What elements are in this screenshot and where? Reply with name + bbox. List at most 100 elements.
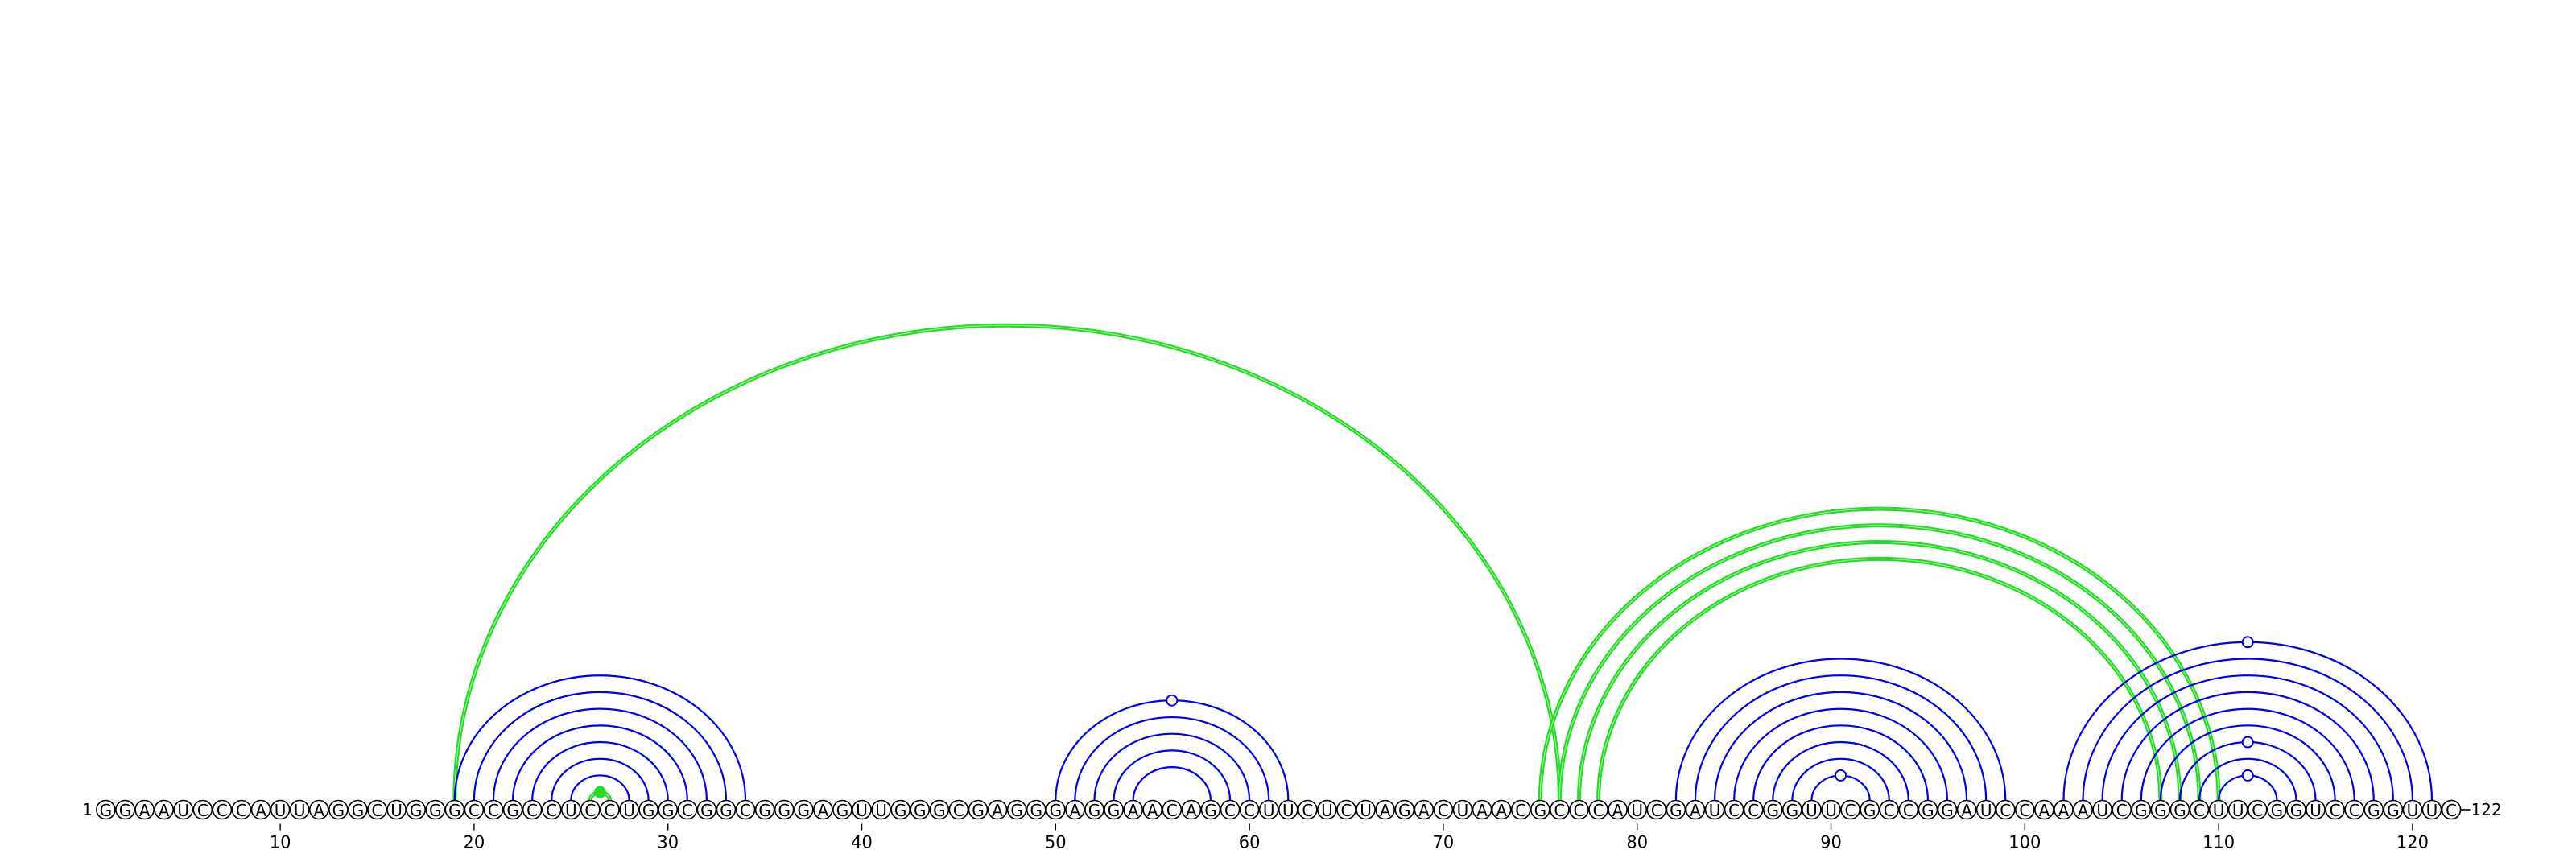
- nucleotide-circle: [1046, 799, 1066, 820]
- nucleotide: C: [1220, 799, 1241, 820]
- nucleotide-letter: C: [1728, 801, 1740, 820]
- nucleotide-letter: U: [390, 801, 402, 820]
- nucleotide: C: [2015, 799, 2035, 820]
- nucleotide: G: [115, 799, 135, 820]
- nucleotide: C: [1995, 799, 2016, 820]
- nucleotide: G: [1666, 799, 1686, 820]
- nucleotide-letter: C: [1244, 801, 1255, 820]
- nucleotide-circle: [1356, 799, 1376, 820]
- nucleotide-letter: G: [1767, 801, 1780, 820]
- nucleotide-circle: [1530, 799, 1550, 820]
- nucleotide-letter: U: [2232, 801, 2244, 820]
- nucleotide-letter: A: [1418, 801, 1430, 820]
- nucleotide-letter: U: [1321, 801, 1333, 820]
- nucleotide-circle: [2325, 799, 2345, 820]
- nucleotide: G: [444, 799, 465, 820]
- nucleotide-circle: [2092, 799, 2112, 820]
- nucleotide-circle: [871, 799, 891, 820]
- nucleotide-circle: [677, 799, 698, 820]
- nucleotide-circle: [212, 799, 233, 820]
- nucleotide-circle: [2169, 799, 2190, 820]
- nucleotide-circle: [1472, 799, 1492, 820]
- loop-markers: [593, 636, 2254, 798]
- primary-pair-arc: [1713, 691, 1968, 801]
- nucleotide: A: [1065, 799, 1085, 820]
- nucleotide-circle: [2054, 799, 2074, 820]
- primary-pair-arc: [473, 691, 728, 801]
- nucleotide-circle: [1452, 799, 1473, 820]
- nucleotide-letter: C: [1302, 801, 1313, 820]
- nucleotide-letter: C: [2194, 801, 2205, 820]
- nucleotide: C: [2247, 799, 2268, 820]
- primary-pair-arc: [551, 757, 650, 801]
- sequence-end-index: 122: [2471, 800, 2502, 819]
- nucleotide-circle: [600, 799, 620, 820]
- nucleotide: C: [1879, 799, 1900, 820]
- nucleotide: C: [1550, 799, 1570, 820]
- nucleotide-letter: U: [1825, 801, 1837, 820]
- nucleotide: U: [2227, 799, 2248, 820]
- nucleotide-letter: A: [1380, 801, 1391, 820]
- nucleotide-circle: [2267, 799, 2287, 820]
- nucleotide-letter: G: [1050, 801, 1063, 820]
- nucleotide-circle: [1666, 799, 1686, 820]
- nucleotide: U: [2092, 799, 2112, 820]
- nucleotide: C: [2441, 799, 2462, 820]
- nucleotide: U: [2402, 799, 2423, 820]
- nucleotide: U: [1452, 799, 1473, 820]
- nucleotide: C: [580, 799, 601, 820]
- axis-tick-label: 10: [270, 833, 291, 852]
- nucleotide-letter: A: [1128, 801, 1139, 820]
- nucleotide-circle: [2189, 799, 2210, 820]
- nucleotide: U: [561, 799, 581, 820]
- primary-pair-arc: [2120, 691, 2375, 801]
- nucleotide-letter: G: [1088, 801, 1101, 820]
- alt-pair-arc-core: [1598, 558, 2161, 801]
- nucleotide: A: [154, 799, 174, 820]
- nucleotide-circle: [793, 799, 814, 820]
- nucleotide-letter: G: [1864, 801, 1876, 820]
- nucleotide-circle: [1627, 799, 1648, 820]
- nucleotide-letter: G: [2387, 801, 2400, 820]
- nucleotide-circle: [813, 799, 833, 820]
- nucleotide-circle: [2227, 799, 2248, 820]
- nucleotide-circle: [1646, 799, 1667, 820]
- nucleotide: C: [483, 799, 504, 820]
- nucleotide-circle: [1162, 799, 1183, 820]
- nucleotide-circle: [1918, 799, 1938, 820]
- nucleotide: C: [2189, 799, 2210, 820]
- nucleotide-circle: [735, 799, 756, 820]
- nucleotide-letter: C: [1748, 801, 1759, 820]
- nucleotide: A: [2054, 799, 2074, 820]
- sequence-start-index: 1: [82, 800, 93, 819]
- nucleotide-letter: C: [469, 801, 480, 820]
- nucleotide-circle: [2247, 799, 2268, 820]
- nucleotide-letter: G: [1534, 801, 1547, 820]
- nucleotide-circle: [1840, 799, 1860, 820]
- nucleotide: G: [2383, 799, 2404, 820]
- nucleotide-letter: G: [1204, 801, 1217, 820]
- nucleotide: U: [1278, 799, 1298, 820]
- axis-tick-label: 70: [1433, 833, 1455, 852]
- nucleotide: G: [328, 799, 349, 820]
- nucleotide: C: [367, 799, 387, 820]
- nucleotide-letter: C: [197, 801, 208, 820]
- nucleotide: C: [1588, 799, 1608, 820]
- nucleotide: U: [1627, 799, 1648, 820]
- nucleotide-circle: [1898, 799, 1919, 820]
- nucleotide-circle: [1685, 799, 1706, 820]
- nucleotide-letter: G: [2135, 801, 2148, 820]
- nucleotide: A: [2073, 799, 2093, 820]
- axis-tick-label: 90: [1820, 833, 1842, 852]
- primary-pair-arc: [1772, 740, 1909, 801]
- primary-pair-arc: [2082, 658, 2414, 801]
- nucleotide: A: [1414, 799, 1435, 820]
- nucleotide: G: [1026, 799, 1046, 820]
- nucleotide-circle: [2034, 799, 2054, 820]
- nucleotide-letter: U: [875, 801, 887, 820]
- nucleotide: U: [1802, 799, 1822, 820]
- nucleotide-letter: C: [2000, 801, 2011, 820]
- nucleotide-circle: [774, 799, 795, 820]
- nucleotide: G: [1918, 799, 1938, 820]
- nucleotide: A: [1181, 799, 1202, 820]
